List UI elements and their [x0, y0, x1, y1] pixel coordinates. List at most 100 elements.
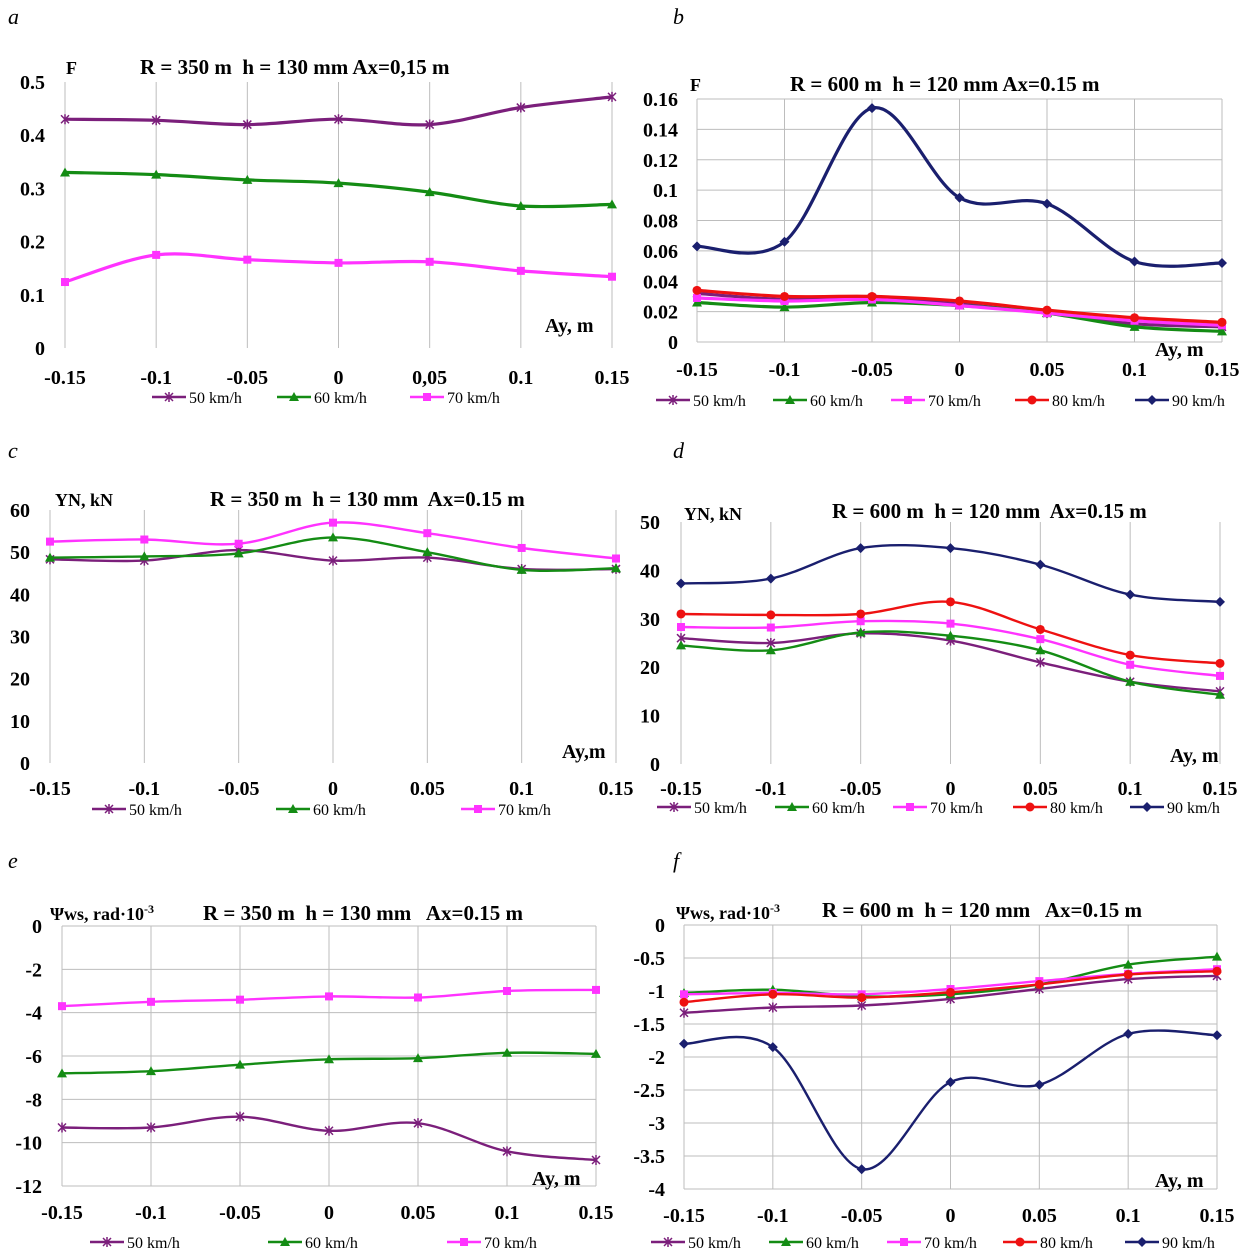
- y-tick-label: 0.12: [643, 150, 678, 172]
- data-point: [1034, 1079, 1045, 1090]
- x-tick-label: 0: [328, 778, 338, 800]
- legend-marker: [1015, 1237, 1025, 1247]
- legend-label: 70 km/h: [498, 802, 551, 819]
- legend-label: 60 km/h: [810, 393, 863, 410]
- data-point: [517, 543, 526, 552]
- data-point: [425, 257, 434, 266]
- data-point: [1126, 660, 1135, 669]
- data-point: [236, 995, 244, 1004]
- data-point: [779, 302, 790, 312]
- data-point: [1035, 657, 1045, 668]
- data-point: [1034, 979, 1044, 989]
- panel-label: d: [673, 438, 685, 463]
- data-point: [1035, 645, 1046, 655]
- data-point: [61, 278, 69, 287]
- chart-title: R = 350 m h = 130 mm Ax=0,15 m: [140, 55, 450, 79]
- y-axis-label: F: [66, 58, 77, 78]
- chart-title: R = 600 m h = 120 mm Ax=0.15 m: [822, 898, 1142, 922]
- data-point: [45, 552, 55, 562]
- data-point: [151, 115, 161, 126]
- x-tick-label: -0.05: [841, 1205, 883, 1227]
- y-tick-label: 0.04: [643, 271, 678, 293]
- legend-marker: [1027, 395, 1037, 405]
- x-tick-label: 0: [324, 1202, 334, 1224]
- data-point: [1215, 689, 1225, 699]
- data-point: [1129, 256, 1140, 267]
- data-point: [57, 1068, 67, 1078]
- x-tick-label: -0.05: [219, 1202, 261, 1224]
- data-point: [1212, 966, 1222, 976]
- y-tick-label: 0.08: [643, 211, 678, 233]
- panel-label: e: [8, 848, 18, 873]
- data-point: [414, 993, 422, 1002]
- x-tick-label: 0: [334, 367, 344, 389]
- panel-label: a: [8, 4, 19, 29]
- x-tick-label: 0.1: [508, 367, 533, 389]
- x-axis-label: Ay, m: [1155, 339, 1204, 361]
- legend-marker: [781, 1237, 791, 1246]
- y-tick-label: -2.5: [633, 1080, 665, 1102]
- data-point: [1217, 258, 1227, 269]
- data-point: [139, 551, 150, 561]
- data-point: [1212, 1030, 1222, 1041]
- legend-label: 90 km/h: [1172, 393, 1225, 410]
- data-point: [692, 241, 702, 252]
- x-axis-label: Ay, m: [545, 315, 594, 337]
- data-point: [676, 609, 686, 619]
- panel-label: f: [673, 848, 682, 873]
- x-axis-label: Ay, m: [1170, 745, 1219, 767]
- y-tick-label: -3: [648, 1113, 665, 1135]
- y-tick-label: 0.2: [20, 232, 45, 254]
- y-tick-label: -1: [648, 981, 665, 1003]
- x-tick-label: -0.1: [128, 778, 160, 800]
- legend-marker: [1142, 802, 1152, 812]
- x-tick-label: 0.15: [1203, 778, 1238, 800]
- y-tick-label: 60: [10, 500, 30, 522]
- data-point: [855, 543, 866, 554]
- y-tick-label: -6: [25, 1046, 42, 1068]
- data-point: [955, 296, 964, 306]
- legend-marker: [164, 392, 174, 402]
- data-point: [242, 119, 252, 130]
- x-tick-label: 0: [946, 778, 956, 800]
- x-tick-label: -0.05: [851, 359, 893, 381]
- data-point: [679, 1038, 689, 1049]
- y-tick-label: -2: [25, 959, 42, 981]
- y-tick-label: -4: [25, 1003, 42, 1025]
- chart-panel-c: c 0 10 20 30 40 50 60 -0.15 -0.1 -0.05 0 0.05 0.1 0.15…: [8, 438, 634, 819]
- data-point: [234, 539, 243, 548]
- legend-label: 50 km/h: [189, 390, 242, 407]
- legend-label: 50 km/h: [693, 393, 746, 410]
- data-point: [867, 103, 877, 114]
- data-point: [516, 266, 525, 275]
- x-tick-label: -0.05: [840, 778, 882, 800]
- x-tick-label: 0.15: [1205, 359, 1240, 381]
- data-point: [329, 518, 337, 527]
- data-point: [766, 623, 775, 632]
- data-point: [515, 200, 526, 210]
- data-point: [516, 102, 526, 113]
- y-tick-label: 10: [10, 711, 30, 733]
- legend-label: 60 km/h: [314, 390, 367, 407]
- x-tick-label: -0.15: [660, 778, 702, 800]
- x-tick-label: 0.1: [495, 1202, 520, 1224]
- legend-label: 80 km/h: [1040, 1235, 1093, 1252]
- y-tick-label: 0: [20, 753, 30, 775]
- data-point: [857, 993, 867, 1003]
- data-point: [235, 1059, 245, 1069]
- legend-marker: [104, 804, 114, 814]
- x-axis-label: Ay,m: [562, 741, 606, 763]
- y-tick-label: 50: [640, 512, 660, 534]
- data-point: [324, 1054, 334, 1064]
- data-point: [1216, 671, 1224, 680]
- y-axis-label: F: [690, 75, 701, 95]
- data-point: [147, 997, 155, 1006]
- legend-label: 50 km/h: [694, 800, 747, 817]
- chart-panel-e: e -12 -10 -8 -6 -4 -2 0 -0.15 -0.1 -0.05 0 0.05 0.1 0.…: [8, 848, 614, 1252]
- data-point: [1123, 970, 1133, 979]
- data-point: [503, 987, 511, 995]
- data-point: [243, 255, 252, 264]
- y-tick-label: -1.5: [633, 1014, 665, 1036]
- data-point: [140, 535, 149, 544]
